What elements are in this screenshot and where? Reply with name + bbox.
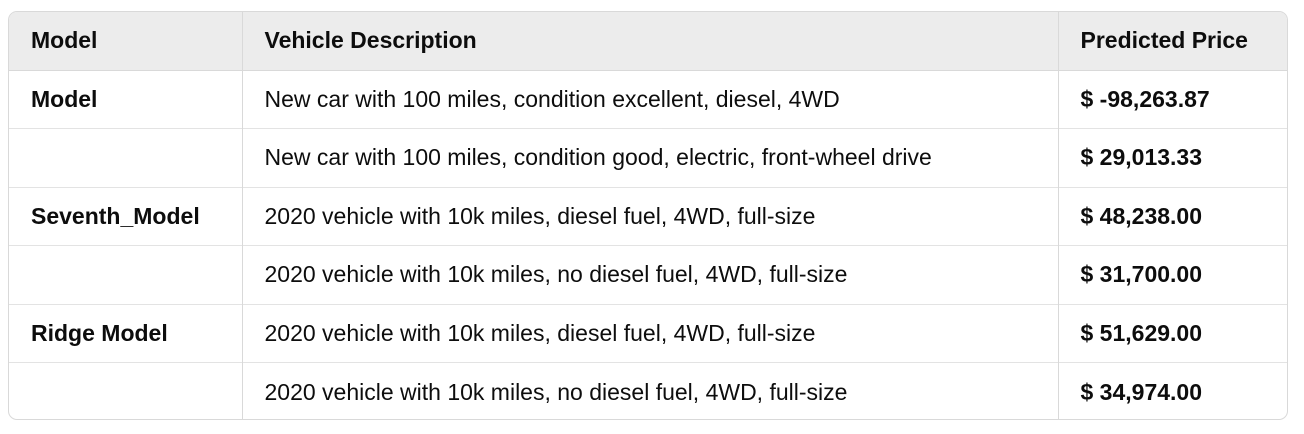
description-cell: 2020 vehicle with 10k miles, no diesel f… bbox=[241, 245, 1058, 304]
table-row: 2020 vehicle with 10k miles, no diesel f… bbox=[9, 362, 1287, 419]
table-body: Model New car with 100 miles, condition … bbox=[9, 70, 1287, 419]
price-prediction-table: Model Vehicle Description Predicted Pric… bbox=[8, 11, 1288, 420]
header-model: Model bbox=[9, 12, 242, 71]
header-vehicle-description: Vehicle Description bbox=[241, 12, 1058, 71]
data-table: Model Vehicle Description Predicted Pric… bbox=[9, 12, 1287, 419]
header-predicted-price: Predicted Price bbox=[1057, 12, 1287, 71]
price-cell: $ 29,013.33 bbox=[1057, 128, 1287, 187]
description-cell: New car with 100 miles, condition excell… bbox=[241, 70, 1058, 129]
model-cell bbox=[9, 362, 242, 419]
header-row: Model Vehicle Description Predicted Pric… bbox=[9, 12, 1287, 71]
price-cell: $ 51,629.00 bbox=[1057, 303, 1287, 363]
table-row: Seventh_Model 2020 vehicle with 10k mile… bbox=[9, 186, 1287, 246]
description-cell: 2020 vehicle with 10k miles, diesel fuel… bbox=[241, 303, 1058, 363]
table-row: 2020 vehicle with 10k miles, no diesel f… bbox=[9, 245, 1287, 304]
description-cell: New car with 100 miles, condition good, … bbox=[241, 128, 1058, 187]
price-cell: $ 34,974.00 bbox=[1057, 362, 1287, 419]
model-cell bbox=[9, 245, 242, 304]
price-cell: $ -98,263.87 bbox=[1057, 70, 1287, 129]
model-cell bbox=[9, 128, 242, 187]
model-cell: Seventh_Model bbox=[9, 186, 242, 246]
table-header: Model Vehicle Description Predicted Pric… bbox=[9, 12, 1287, 71]
table-row: Ridge Model 2020 vehicle with 10k miles,… bbox=[9, 303, 1287, 363]
price-cell: $ 31,700.00 bbox=[1057, 245, 1287, 304]
description-cell: 2020 vehicle with 10k miles, no diesel f… bbox=[241, 362, 1058, 419]
model-cell: Model bbox=[31, 85, 98, 112]
model-cell: Ridge Model bbox=[9, 303, 242, 363]
table-row: New car with 100 miles, condition good, … bbox=[9, 128, 1287, 187]
description-cell: 2020 vehicle with 10k miles, diesel fuel… bbox=[241, 186, 1058, 246]
table-row: Model New car with 100 miles, condition … bbox=[9, 70, 1287, 129]
price-cell: $ 48,238.00 bbox=[1057, 186, 1287, 246]
